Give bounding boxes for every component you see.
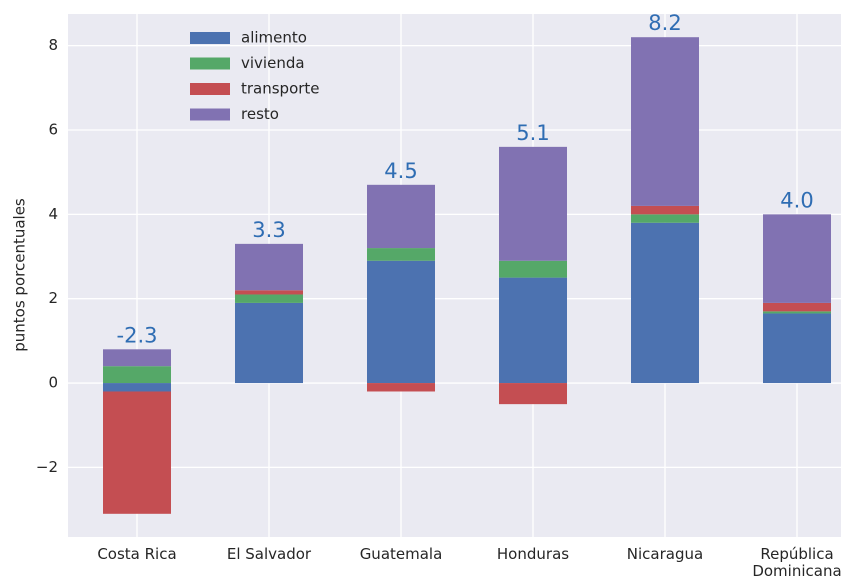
y-axis-label: puntos porcentuales [11, 198, 29, 352]
bar-segment [103, 349, 171, 367]
bar-segment [103, 391, 171, 514]
total-label: 4.5 [384, 159, 417, 183]
bar-segment [103, 366, 171, 384]
x-tick-label: República Dominicana [752, 545, 841, 580]
y-tick-label: −2 [36, 458, 58, 476]
bar-segment [763, 302, 831, 312]
x-tick-label: Honduras [496, 545, 570, 563]
bar-segment [499, 277, 567, 384]
bar-segment [367, 260, 435, 384]
bar-segment [499, 383, 567, 405]
bar-segment [367, 184, 435, 249]
plot-background [68, 14, 841, 537]
bar-segment [103, 383, 171, 392]
bar-segment [499, 146, 567, 261]
legend-label: alimento [241, 29, 307, 47]
bar-segment [367, 383, 435, 392]
x-tick-label: El Salvador [226, 545, 312, 563]
bar-segment [763, 313, 831, 384]
y-tick-label: 4 [48, 205, 58, 223]
y-tick-label: 8 [48, 36, 58, 54]
bar-segment [499, 260, 567, 278]
legend-label: transporte [241, 80, 320, 98]
bar-segment [631, 222, 699, 384]
y-tick-label: 0 [48, 374, 58, 392]
x-tick-label: Guatemala [359, 545, 443, 563]
legend-swatch [190, 57, 230, 70]
bar-segment [631, 214, 699, 223]
legend-label: vivienda [241, 54, 305, 72]
total-label: 4.0 [780, 188, 813, 212]
bar-segment [367, 248, 435, 261]
y-tick-label: 2 [48, 289, 58, 307]
bar-segment [235, 294, 303, 303]
total-label: 3.3 [252, 218, 285, 242]
legend-swatch [190, 83, 230, 95]
total-label: 8.2 [648, 11, 681, 35]
bar-segment [631, 205, 699, 215]
bar-segment [763, 214, 831, 303]
x-tick-label: Costa Rica [97, 545, 177, 563]
legend-swatch [190, 32, 230, 44]
total-label: -2.3 [117, 323, 158, 347]
legend-label: resto [241, 105, 279, 123]
total-label: 5.1 [516, 121, 549, 145]
bar-segment [235, 243, 303, 291]
legend-swatch [190, 108, 230, 121]
bar-segment [235, 302, 303, 384]
bar-segment [763, 311, 831, 314]
bar-segment [631, 37, 699, 206]
x-tick-label: Nicaragua [626, 545, 704, 563]
y-tick-label: 6 [48, 120, 58, 138]
bar-segment [235, 290, 303, 295]
